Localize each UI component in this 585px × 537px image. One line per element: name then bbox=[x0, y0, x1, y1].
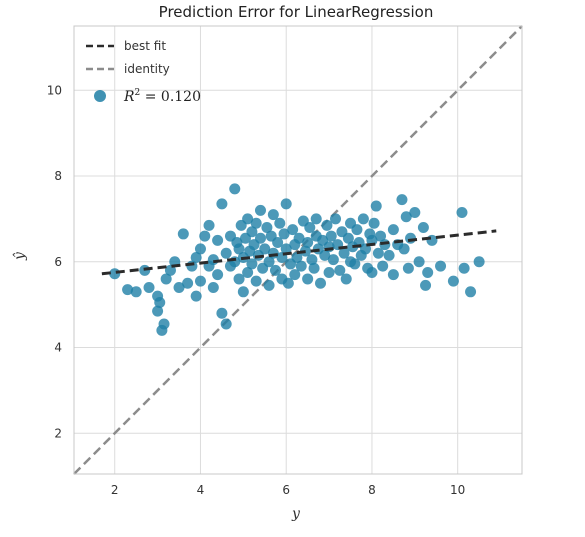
x-tick-labels: 2 4 6 8 10 bbox=[111, 483, 465, 497]
scatter-point bbox=[371, 201, 382, 212]
scatter-point bbox=[448, 276, 459, 287]
y-tick-label: 6 bbox=[54, 255, 62, 269]
scatter-point bbox=[328, 254, 339, 265]
scatter-point bbox=[159, 318, 170, 329]
scatter-point bbox=[330, 213, 341, 224]
scatter-point bbox=[255, 233, 266, 244]
scatter-point bbox=[422, 267, 433, 278]
scatter-point bbox=[358, 213, 369, 224]
scatter-point bbox=[221, 318, 232, 329]
scatter-point bbox=[351, 224, 362, 235]
scatter-point bbox=[178, 228, 189, 239]
scatter-point bbox=[251, 218, 262, 229]
scatter-point bbox=[302, 273, 313, 284]
scatter-point bbox=[418, 222, 429, 233]
scatter-point bbox=[229, 183, 240, 194]
scatter-points bbox=[109, 183, 484, 335]
scatter-point bbox=[399, 243, 410, 254]
chart-title: Prediction Error for LinearRegression bbox=[159, 3, 434, 21]
legend-best-fit-label: best fit bbox=[124, 39, 166, 53]
scatter-point bbox=[405, 233, 416, 244]
legend-points-swatch bbox=[94, 90, 106, 102]
scatter-point bbox=[311, 213, 322, 224]
scatter-point bbox=[216, 308, 227, 319]
scatter-point bbox=[420, 280, 431, 291]
scatter-point bbox=[208, 254, 219, 265]
scatter-point bbox=[204, 220, 215, 231]
scatter-point bbox=[144, 282, 155, 293]
scatter-point bbox=[195, 276, 206, 287]
scatter-point bbox=[195, 243, 206, 254]
y-tick-label: 2 bbox=[54, 426, 62, 440]
x-axis-label: y bbox=[291, 506, 301, 522]
y-tick-label: 4 bbox=[54, 341, 62, 355]
scatter-point bbox=[221, 248, 232, 259]
scatter-point bbox=[274, 218, 285, 229]
x-tick-label: 6 bbox=[282, 483, 290, 497]
scatter-point bbox=[212, 235, 223, 246]
scatter-point bbox=[255, 205, 266, 216]
scatter-point bbox=[281, 198, 292, 209]
y-tick-label: 10 bbox=[47, 83, 62, 97]
scatter-point bbox=[131, 286, 142, 297]
scatter-point bbox=[396, 194, 407, 205]
scatter-point bbox=[377, 261, 388, 272]
scatter-point bbox=[341, 273, 352, 284]
y-tick-labels: 2 4 6 8 10 bbox=[47, 83, 62, 440]
legend-r2-label: R2 = 0.120 bbox=[123, 88, 201, 105]
scatter-point bbox=[465, 286, 476, 297]
scatter-point bbox=[435, 261, 446, 272]
scatter-point bbox=[296, 261, 307, 272]
scatter-point bbox=[388, 269, 399, 280]
scatter-point bbox=[212, 269, 223, 280]
scatter-point bbox=[251, 276, 262, 287]
scatter-point bbox=[369, 218, 380, 229]
x-tick-label: 4 bbox=[197, 483, 205, 497]
scatter-point bbox=[208, 282, 219, 293]
scatter-point bbox=[414, 256, 425, 267]
legend: best fit identity R2 = 0.120 bbox=[86, 39, 201, 105]
scatter-point bbox=[456, 207, 467, 218]
scatter-point bbox=[191, 291, 202, 302]
scatter-point bbox=[264, 280, 275, 291]
x-tick-label: 2 bbox=[111, 483, 119, 497]
r2-value: = 0.120 bbox=[140, 89, 201, 105]
scatter-point bbox=[409, 207, 420, 218]
legend-identity-label: identity bbox=[124, 62, 170, 76]
scatter-point bbox=[324, 267, 335, 278]
scatter-point bbox=[182, 278, 193, 289]
scatter-point bbox=[388, 224, 399, 235]
scatter-point bbox=[366, 267, 377, 278]
scatter-point bbox=[199, 231, 210, 242]
y-axis-label: ŷ bbox=[11, 251, 28, 261]
scatter-point bbox=[403, 263, 414, 274]
scatter-point bbox=[459, 263, 470, 274]
scatter-point bbox=[238, 286, 249, 297]
scatter-point bbox=[216, 198, 227, 209]
scatter-point bbox=[315, 278, 326, 289]
scatter-point bbox=[474, 256, 485, 267]
x-tick-label: 8 bbox=[368, 483, 376, 497]
x-tick-label: 10 bbox=[450, 483, 465, 497]
scatter-point bbox=[309, 263, 320, 274]
scatter-point bbox=[154, 297, 165, 308]
r2-symbol: R bbox=[123, 89, 135, 105]
scatter-point bbox=[384, 250, 395, 261]
y-tick-label: 8 bbox=[54, 169, 62, 183]
